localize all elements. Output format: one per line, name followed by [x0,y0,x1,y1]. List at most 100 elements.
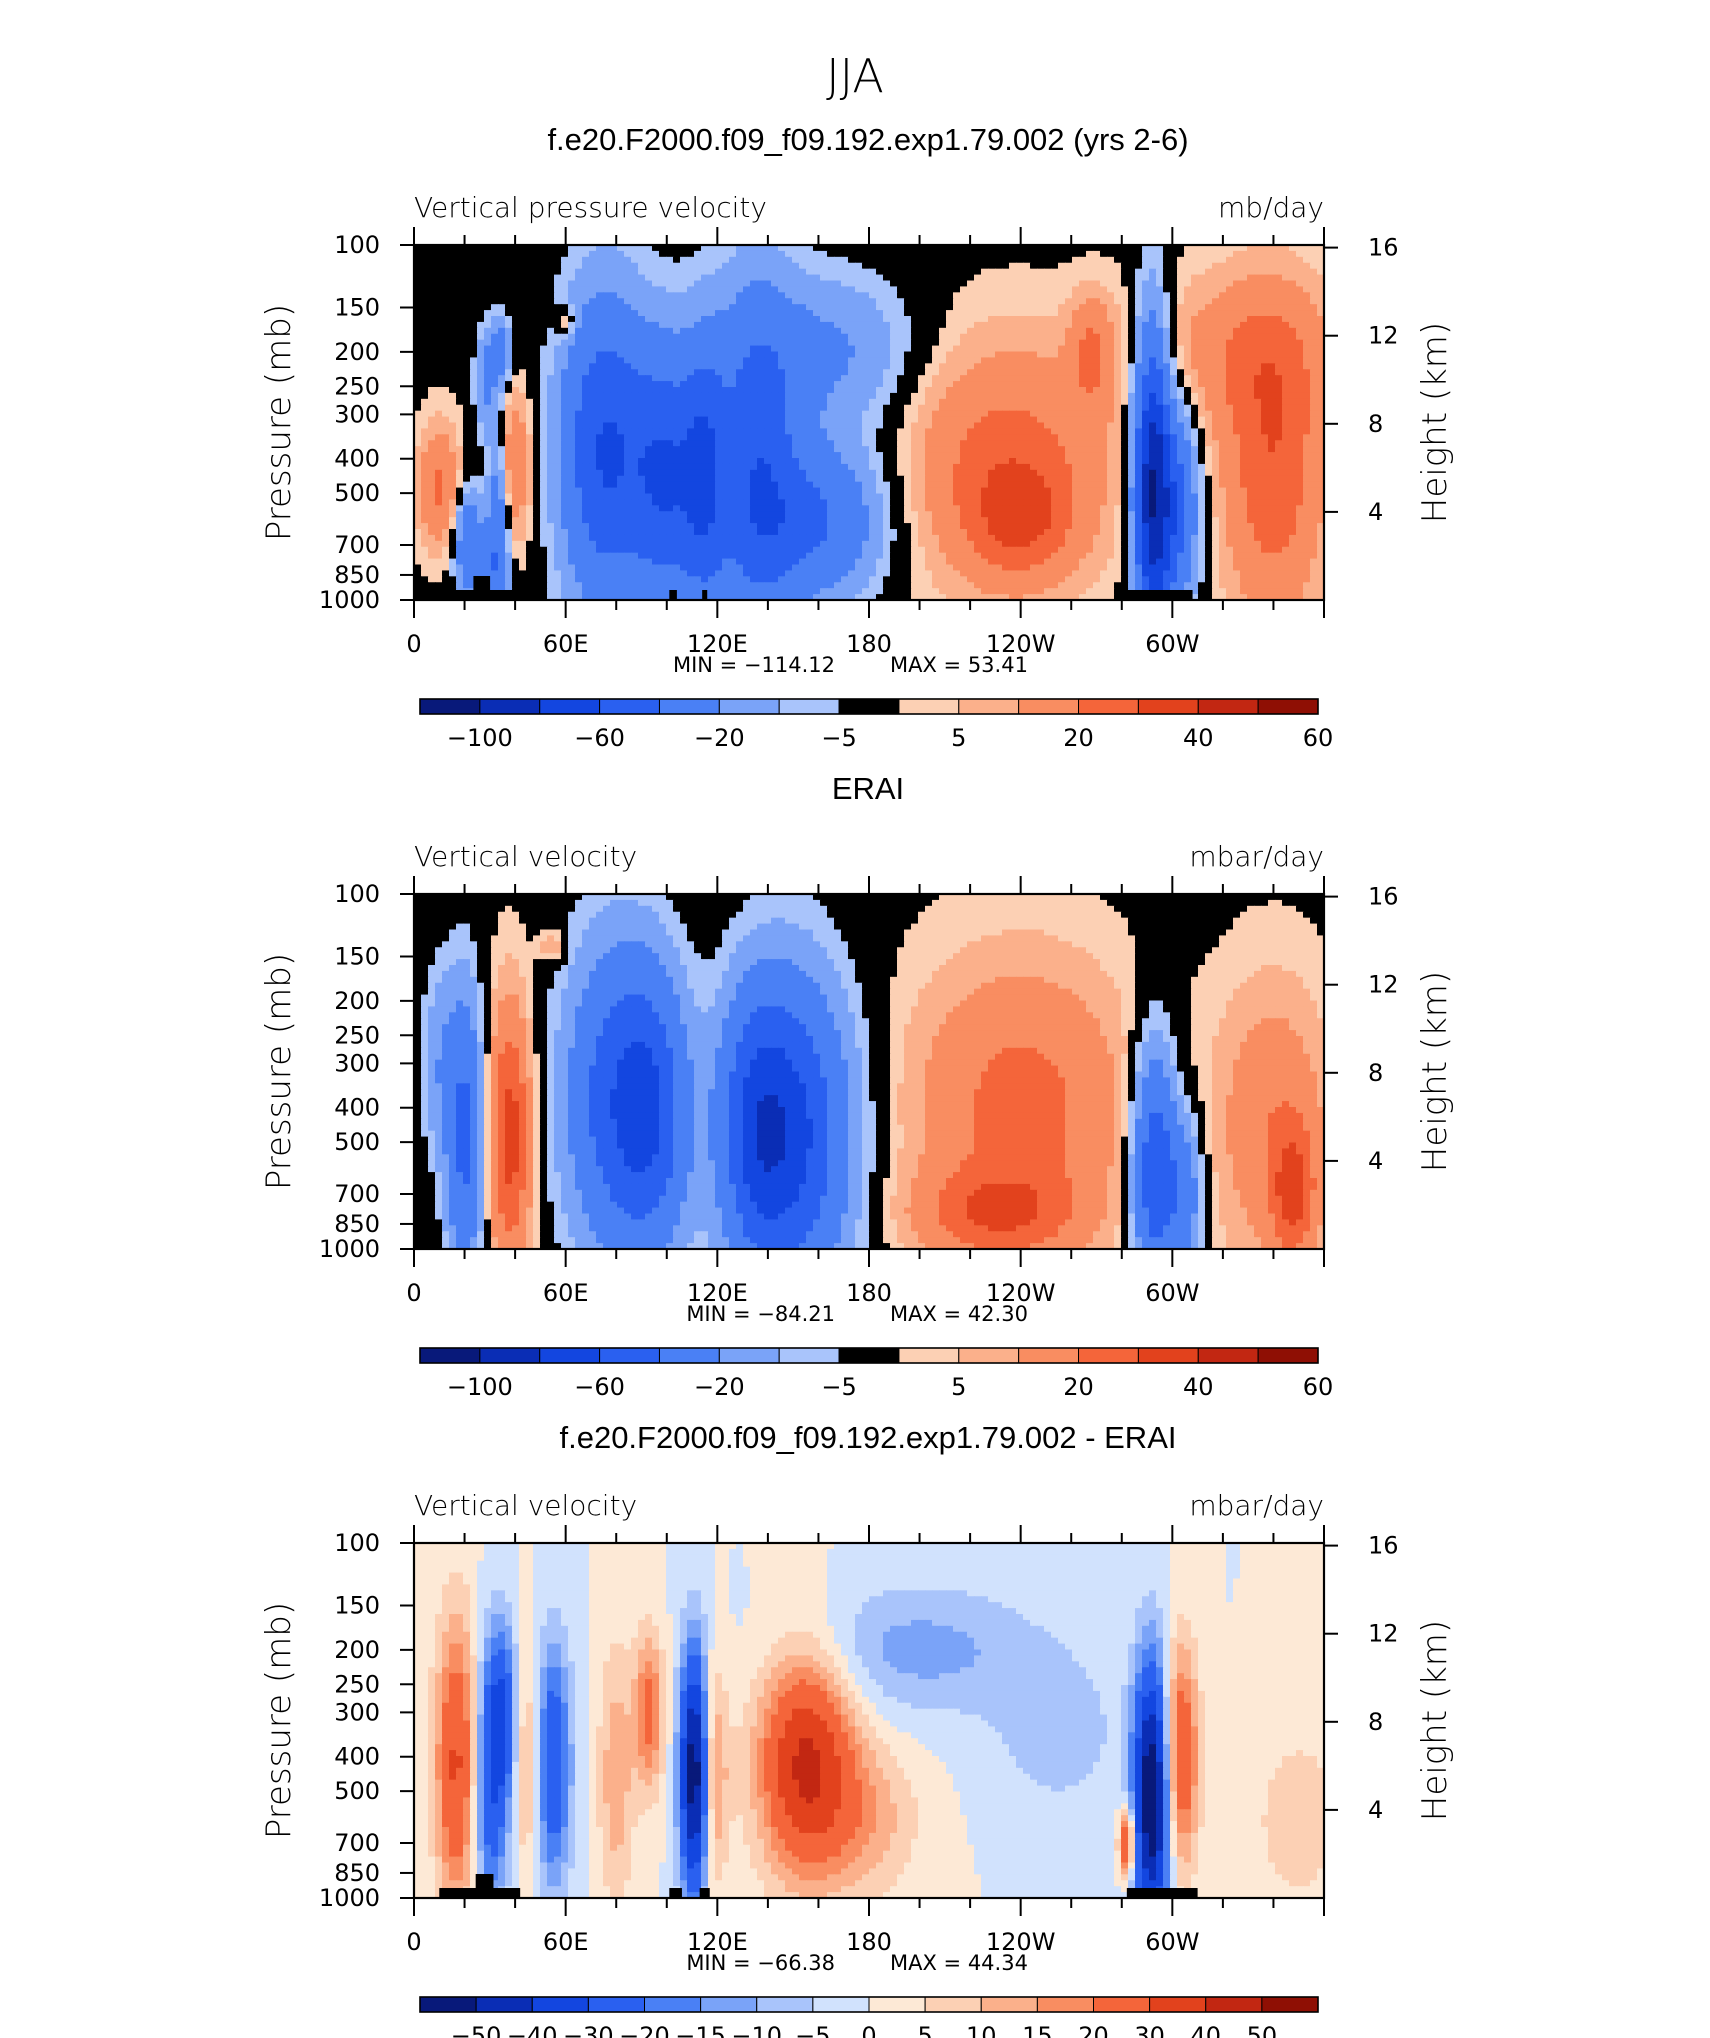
field-cell [1198,268,1206,276]
field-cell [498,310,506,317]
field-cell [1163,262,1171,270]
field-cell [792,274,800,282]
field-cell [1191,280,1199,288]
field-cell [442,250,450,258]
field-cell [470,375,478,382]
field-cell [988,333,996,341]
field-cell [1093,428,1101,435]
field-cell [456,292,464,299]
field-cell [939,298,947,305]
field-cell [1072,458,1080,465]
field-cell [778,256,786,264]
field-cell [764,357,772,364]
field-cell [421,333,429,341]
field-cell [673,416,681,424]
field-cell [1142,316,1150,323]
field-cell [533,339,541,347]
field-cell [736,381,744,388]
field-cell [778,245,786,252]
field-cell [589,286,597,293]
field-cell [540,245,548,252]
field-cell [1212,250,1220,258]
field-cell [953,452,961,459]
field-cell [743,428,751,435]
field-cell [561,410,569,418]
field-cell [743,422,751,430]
field-cell [1184,422,1192,430]
field-cell [1107,268,1115,276]
field-cell [1296,381,1304,388]
field-cell [1177,410,1185,418]
field-cell [834,416,842,424]
field-cell [589,333,597,341]
field-cell [1023,381,1031,388]
field-cell [792,375,800,382]
field-cell [1254,292,1262,299]
field-cell [1072,286,1080,293]
field-cell [827,339,835,347]
field-cell [421,357,429,364]
field-cell [785,280,793,288]
field-cell [540,268,548,276]
field-cell [1268,316,1276,323]
field-cell [533,434,541,441]
field-cell [932,274,940,282]
field-cell [519,387,527,394]
field-cell [680,321,688,329]
field-cell [806,304,814,311]
field-cell [638,280,646,288]
field-cell [1254,357,1262,364]
field-cell [1065,369,1073,376]
field-cell [1247,404,1255,412]
field-cell [463,345,471,353]
field-cell [981,327,989,335]
field-cell [1303,304,1311,311]
field-cell [547,274,555,282]
field-cell [764,428,772,435]
field-cell [624,280,632,288]
field-cell [575,422,583,430]
field-cell [512,375,520,382]
field-cell [540,446,548,453]
field-cell [939,434,947,441]
field-cell [1121,452,1129,459]
field-cell [708,250,716,258]
field-cell [435,345,443,353]
field-cell [1191,304,1199,311]
field-cell [981,440,989,447]
field-cell [1191,351,1199,359]
field-cell [813,298,821,305]
field-cell [904,369,912,376]
field-cell [540,250,548,258]
field-cell [736,422,744,430]
field-cell [750,304,758,311]
field-cell [463,458,471,465]
field-cell [855,339,863,347]
field-cell [1135,333,1143,341]
field-cell [582,357,590,364]
field-cell [645,363,653,370]
field-cell [568,256,576,264]
field-cell [666,304,674,311]
field-cell [764,446,772,453]
field-cell [456,286,464,293]
field-cell [799,458,807,465]
field-cell [1268,357,1276,364]
field-cell [1114,321,1122,329]
field-cell [876,357,884,364]
field-cell [757,268,765,276]
field-cell [995,392,1003,400]
field-cell [1177,310,1185,317]
field-cell [1128,345,1136,353]
field-cell [666,446,674,453]
field-cell [1184,298,1192,305]
field-cell [869,404,877,412]
field-cell [680,268,688,276]
field-cell [1135,446,1143,453]
field-cell [792,245,800,252]
field-cell [813,375,821,382]
field-cell [883,452,891,459]
field-cell [1072,381,1080,388]
field-cell [911,327,919,335]
field-cell [1212,351,1220,359]
